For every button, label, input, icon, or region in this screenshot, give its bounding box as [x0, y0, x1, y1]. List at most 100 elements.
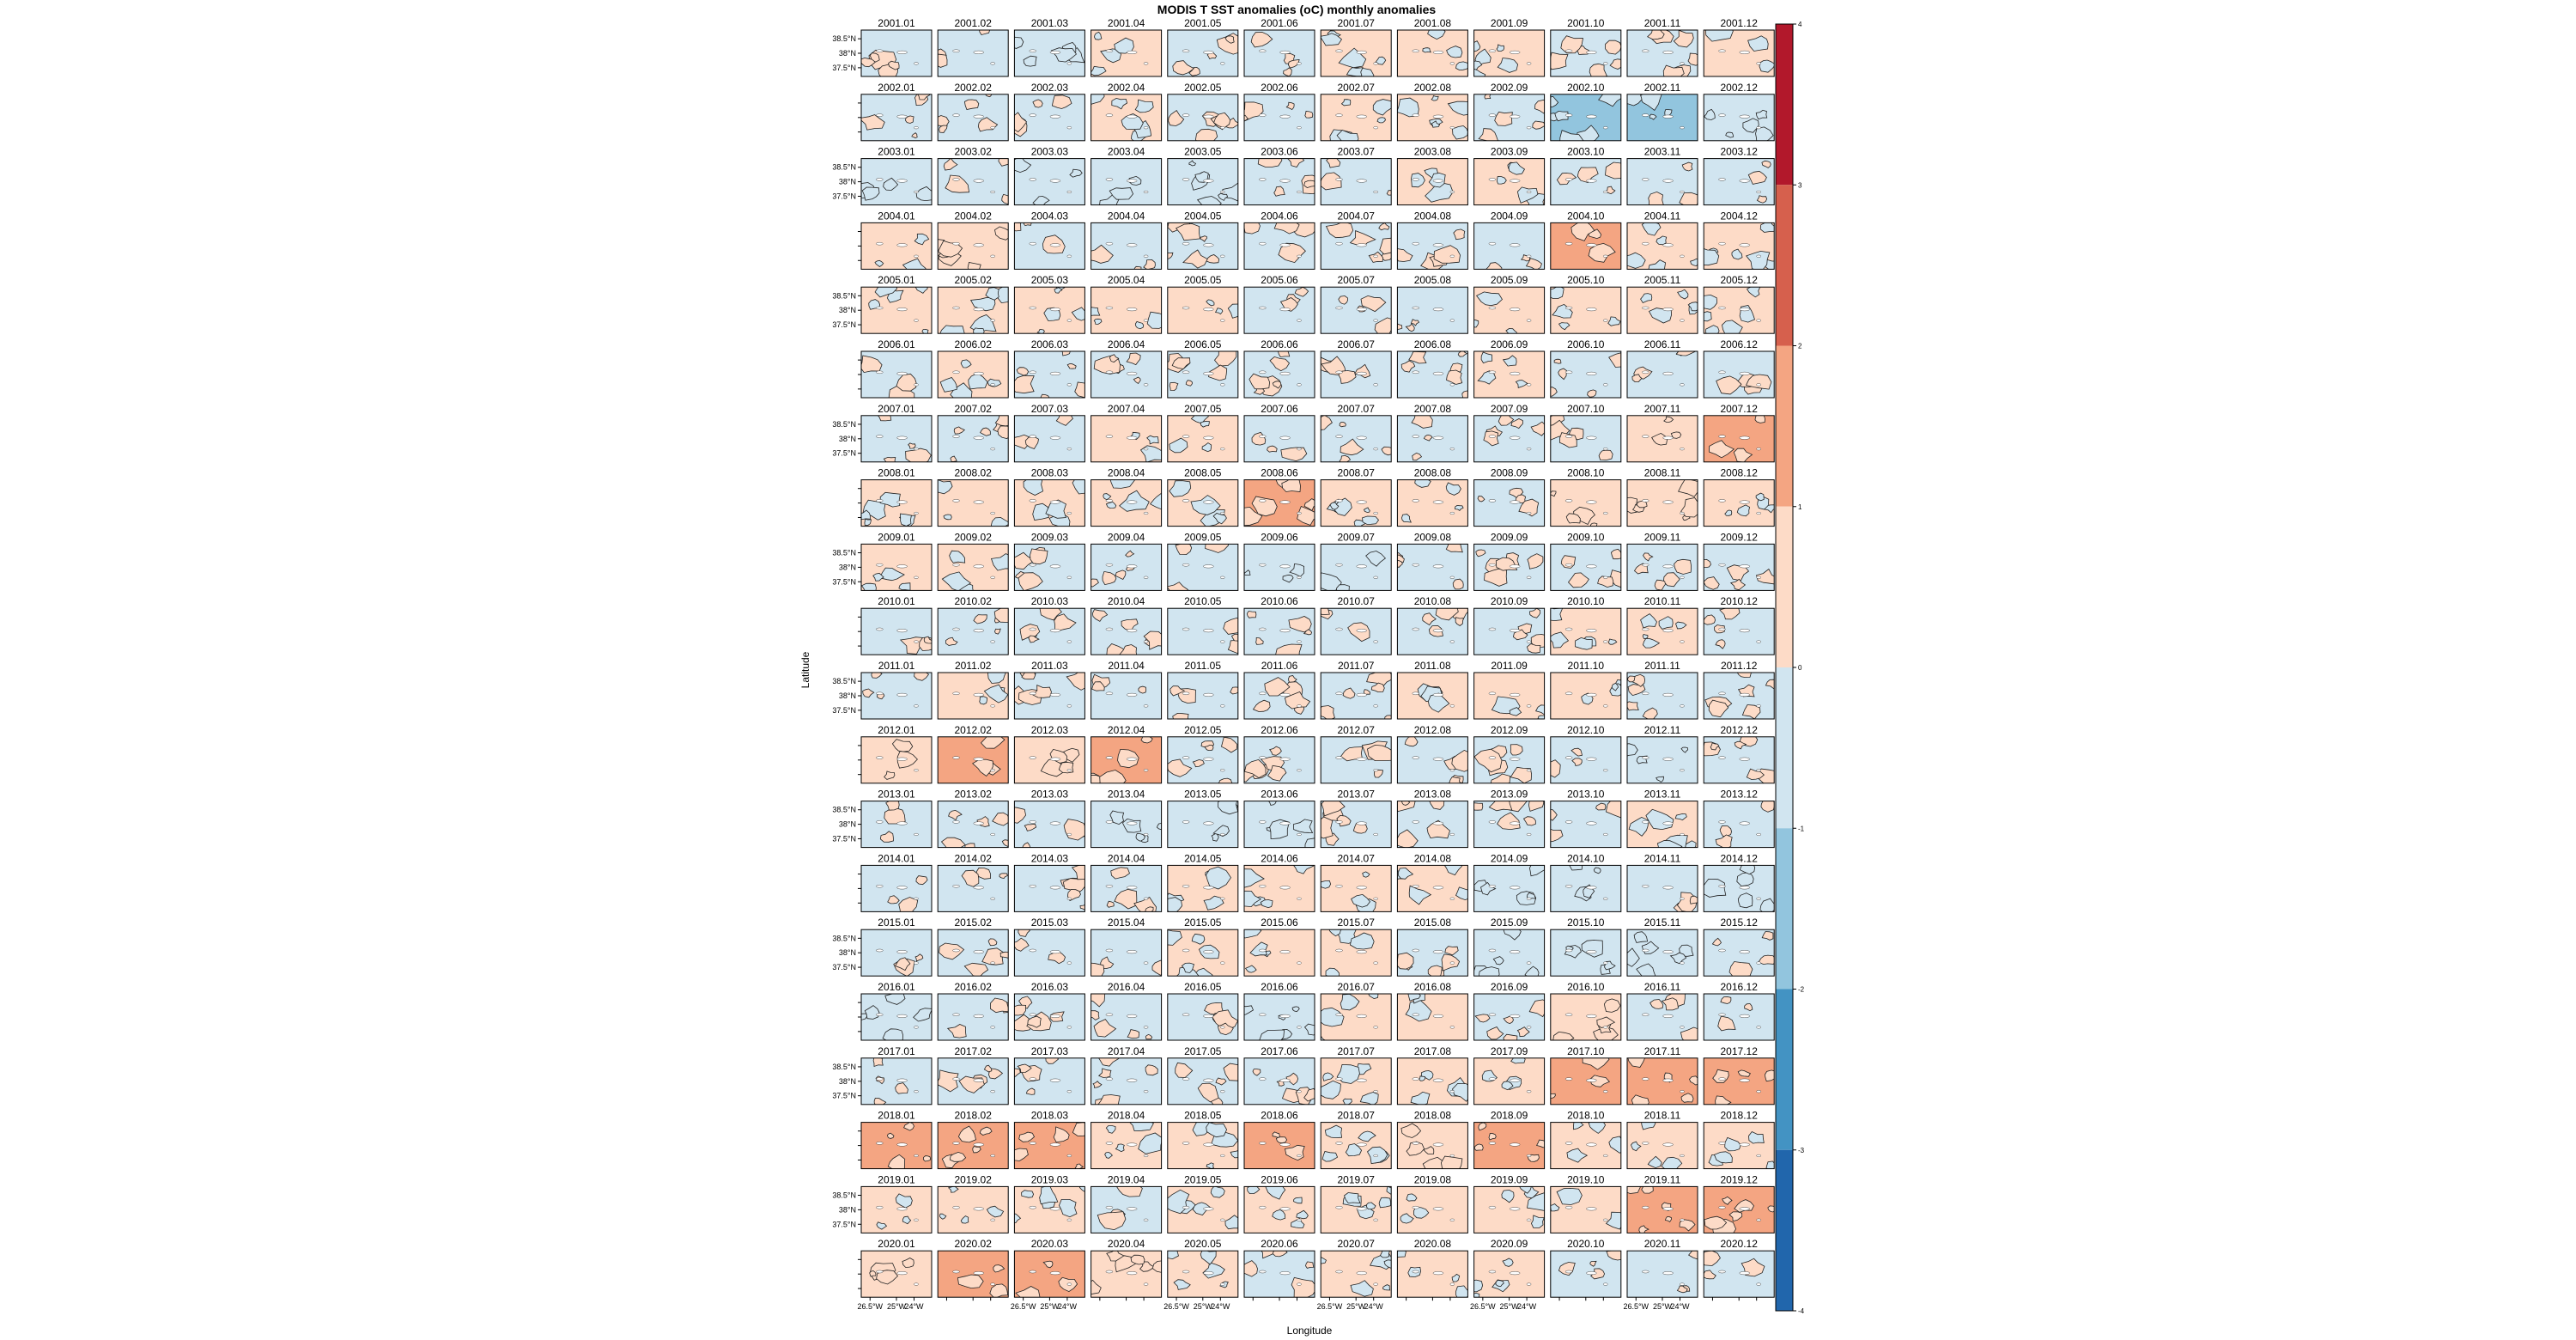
panel-title: 2006.09: [1491, 338, 1528, 350]
colorbar-segment: [1776, 1149, 1793, 1311]
panel: 2014.08: [1396, 852, 1468, 912]
panel-field: [1704, 608, 1775, 655]
lat-tick-label: 38°N: [839, 306, 856, 314]
panel-title: 2019.09: [1491, 1173, 1528, 1185]
panel: 2001.10: [1550, 17, 1622, 77]
panel: 2010.01: [860, 595, 933, 655]
panel-title: 2014.06: [1261, 852, 1298, 864]
panel-title: 2001.04: [1108, 17, 1145, 29]
panel-title: 2014.07: [1338, 852, 1376, 864]
panel-field: [1014, 94, 1085, 141]
panel-title: 2020.07: [1338, 1238, 1376, 1250]
lat-axis: [858, 616, 861, 647]
lat-tick-label: 38°N: [839, 1205, 856, 1214]
lat-tick-label: 38°N: [839, 1077, 856, 1086]
panel-title: 2012.11: [1644, 724, 1681, 736]
panel-title: 2002.10: [1567, 82, 1605, 94]
panel-title: 2009.05: [1184, 531, 1222, 543]
panel-title: 2002.09: [1491, 82, 1528, 94]
panel: 2018.03: [1013, 1110, 1085, 1170]
panel-title: 2014.11: [1644, 852, 1681, 864]
panel-title: 2011.06: [1261, 660, 1298, 672]
panel: 2012.10: [1550, 724, 1622, 784]
lat-axis: 38.5°N 38°N 37.5°N: [832, 549, 861, 586]
panel-title: 2010.06: [1261, 595, 1298, 607]
panel-title: 2004.05: [1184, 210, 1222, 222]
panel-title: 2010.08: [1414, 595, 1452, 607]
panel-title: 2009.10: [1567, 531, 1605, 543]
lat-tick-label: 38.5°N: [832, 934, 856, 942]
panel-title: 2003.11: [1644, 146, 1681, 158]
panel-title: 2016.07: [1338, 981, 1376, 993]
panel: 2008.04: [1091, 467, 1163, 527]
panel: 2011.11: [1626, 660, 1698, 720]
panel-title: 2017.11: [1644, 1045, 1681, 1057]
panel: 2007.04: [1091, 403, 1163, 463]
panel: 2012.07: [1320, 724, 1392, 784]
panel: 2011.04: [1091, 660, 1163, 720]
panel-title: 2019.11: [1644, 1173, 1681, 1185]
panel-title: 2006.12: [1721, 338, 1759, 350]
panel: 2017.09: [1473, 1045, 1546, 1106]
panel: 2002.11: [1626, 82, 1698, 142]
panel: 2018.08: [1396, 1110, 1468, 1170]
panel: 2007.07: [1320, 403, 1392, 463]
lat-axis: [858, 1130, 861, 1160]
panel-title: 2016.12: [1721, 981, 1759, 993]
panel-title: 2013.06: [1261, 789, 1298, 801]
colorbar-tick-label: 3: [1798, 181, 1802, 189]
panel-title: 2008.06: [1261, 467, 1298, 479]
panel: 2020.09: [1473, 1238, 1546, 1298]
panel: 2020.05: [1167, 1238, 1239, 1298]
panel-title: 2008.07: [1338, 467, 1376, 479]
panel: 2020.07: [1320, 1238, 1392, 1298]
lat-tick-label: 38.5°N: [832, 806, 856, 814]
panel-title: 2011.08: [1414, 660, 1451, 672]
panel: 2017.12: [1703, 1045, 1775, 1106]
lat-tick-label: 38.5°N: [832, 549, 856, 557]
panel: 2004.06: [1243, 210, 1315, 270]
panel-title: 2004.03: [1031, 210, 1069, 222]
panel-title: 2001.08: [1414, 17, 1452, 29]
panel: 2001.08: [1396, 17, 1468, 77]
panel-title: 2005.09: [1491, 274, 1528, 286]
panel: 2003.05: [1167, 146, 1239, 206]
panel: 2009.02: [937, 531, 1009, 591]
panel-field: [1397, 415, 1468, 462]
panel-title: 2005.03: [1031, 274, 1069, 286]
panel: 2005.10: [1550, 274, 1622, 334]
panel-title: 2011.03: [1031, 660, 1068, 672]
panel-field: [1014, 929, 1085, 977]
panel: 2017.02: [937, 1045, 1009, 1106]
panel: 2008.11: [1626, 467, 1698, 527]
lon-tick-label: 24°W: [1364, 1302, 1384, 1311]
panel-title: 2020.10: [1567, 1238, 1605, 1250]
panel-title: 2011.01: [878, 660, 915, 672]
panel-title: 2015.07: [1338, 917, 1376, 929]
panel-title: 2009.02: [955, 531, 993, 543]
lat-axis: [858, 231, 861, 261]
panel: 2003.06: [1243, 146, 1315, 206]
panel: 2015.07: [1320, 917, 1392, 977]
lat-tick-label: 37.5°N: [832, 963, 856, 971]
panel-title: 2019.10: [1567, 1173, 1605, 1185]
panel: 2017.06: [1243, 1045, 1315, 1106]
panel-title: 2017.06: [1261, 1045, 1298, 1057]
panel: 2006.05: [1167, 338, 1239, 399]
panel: 2011.05: [1167, 660, 1239, 720]
panel-title: 2002.07: [1338, 82, 1376, 94]
lon-axis: [1099, 1297, 1145, 1301]
panel: 2004.04: [1091, 210, 1163, 270]
panel: 2019.03: [1013, 1173, 1085, 1233]
panel: 2014.04: [1091, 852, 1163, 912]
panel: 2003.09: [1473, 146, 1546, 206]
panel-title: 2008.05: [1184, 467, 1222, 479]
panel: 2018.02: [937, 1110, 1009, 1170]
panel: 2014.12: [1703, 852, 1775, 912]
panel: 2014.11: [1626, 852, 1698, 912]
panel-field: [938, 30, 1009, 76]
colorbar-tick-label: 0: [1798, 664, 1802, 672]
panel-title: 2007.07: [1338, 403, 1376, 415]
longitude-axes: 26.5°W 25°W24°W 26.5°W 25°W24°W 26.5°W 25°W24…: [857, 1297, 1758, 1311]
colorbar-tick-label: -2: [1798, 986, 1805, 994]
